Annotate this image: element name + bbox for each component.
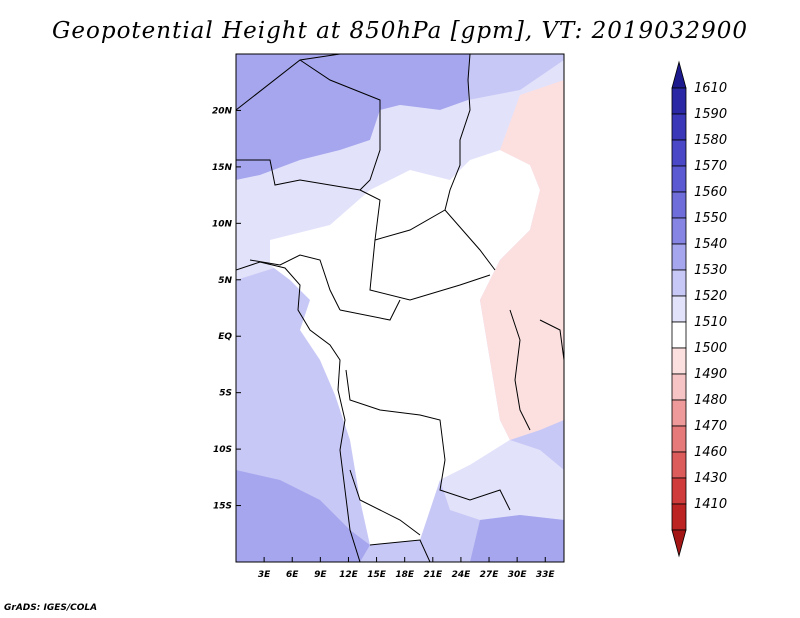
lat-tick-label: 10S (213, 445, 232, 455)
height-field (236, 54, 564, 562)
colorbar-label: 1430 (694, 471, 727, 486)
colorbar-swatch (671, 477, 687, 505)
colorbar-swatch (671, 503, 687, 531)
lon-tick-label: 9E (314, 570, 327, 580)
colorbar-swatch (671, 347, 687, 375)
lat-tick-label: 5S (219, 389, 232, 399)
lat-tick-label: 5N (218, 276, 232, 286)
field-deep-north (236, 54, 470, 180)
colorbar-label: 1510 (694, 315, 727, 330)
colorbar-swatch (671, 165, 687, 193)
lat-tick-label: 15S (213, 502, 232, 512)
colorbar-swatch (671, 295, 687, 323)
country-borders (236, 54, 564, 562)
field-deep-southwest (236, 470, 370, 562)
colorbar-swatch (671, 269, 687, 297)
lon-tick-label: 30E (508, 570, 528, 580)
colorbar-swatch (671, 113, 687, 141)
colorbar-label: 1580 (694, 133, 727, 148)
colorbar-swatch (671, 243, 687, 271)
colorbar-label: 1530 (694, 263, 727, 278)
lat-tick-label: 10N (212, 219, 233, 229)
lon-tick-label: 15E (367, 570, 387, 580)
lon-tick-label: 6E (286, 570, 299, 580)
lon-tick-label: 27E (480, 570, 500, 580)
colorbar-label: 1500 (694, 341, 727, 356)
colorbar-label: 1490 (694, 367, 727, 382)
colorbar-label: 1590 (694, 107, 727, 122)
colorbar-swatch (671, 451, 687, 479)
lat-tick-label: 15N (212, 163, 233, 173)
lon-tick-label: 33E (536, 570, 556, 580)
lon-tick-label: 18E (395, 570, 415, 580)
colorbar-label: 1470 (694, 419, 727, 434)
colorbar-label: 1550 (694, 211, 727, 226)
colorbar: 1610 1590 1580 1570 1560 1550 1540 1530 1520 1510… (671, 60, 727, 558)
chart-title: Geopotential Height at 850hPa [gpm], VT:… (52, 18, 748, 44)
longitude-axis: 3E 6E 9E 12E 15E 18E 21E 24E 27E 30E 33E (258, 557, 556, 580)
colorbar-label: 1540 (694, 237, 727, 252)
colorbar-top-arrow (671, 60, 687, 89)
lat-tick-label: EQ (218, 332, 232, 342)
colorbar-swatch (671, 217, 687, 245)
latitude-axis: 20N 15N 10N 5N EQ 5S 10S 15S (212, 106, 241, 512)
colorbar-swatch (671, 191, 687, 219)
colorbar-label: 1460 (694, 445, 727, 460)
field-pink-east (480, 80, 564, 440)
field-neutral-central (270, 150, 540, 545)
colorbar-label: 1480 (694, 393, 727, 408)
colorbar-label: 1570 (694, 159, 727, 174)
colorbar-swatch (671, 87, 687, 115)
lat-tick-label: 20N (212, 106, 233, 116)
map-frame (235, 53, 565, 563)
coastline (236, 261, 361, 562)
colorbar-label: 1610 (694, 81, 727, 96)
field-deep-southeast (470, 515, 564, 562)
colorbar-label: 1520 (694, 289, 727, 304)
lon-tick-label: 24E (452, 570, 472, 580)
colorbar-swatch (671, 399, 687, 427)
lon-tick-label: 21E (423, 570, 443, 580)
colorbar-swatch (671, 373, 687, 401)
colorbar-label: 1410 (694, 497, 727, 512)
grads-credit: GrADS: IGES/COLA (4, 603, 98, 613)
lon-tick-label: 12E (339, 570, 359, 580)
lon-tick-label: 3E (258, 570, 271, 580)
colorbar-swatch (671, 425, 687, 453)
colorbar-swatch (671, 321, 687, 349)
colorbar-bottom-arrow (671, 529, 687, 558)
colorbar-swatch (671, 139, 687, 167)
colorbar-label: 1560 (694, 185, 727, 200)
